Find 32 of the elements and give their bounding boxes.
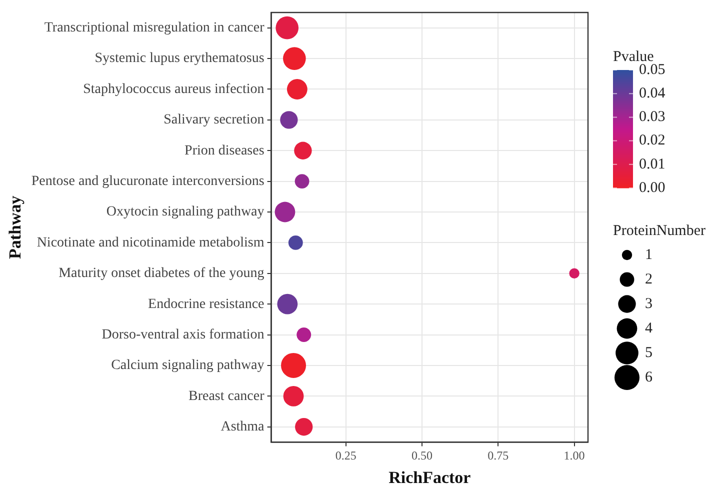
y-axis-title: Pathway [6,195,25,259]
y-tick-label: Pentose and glucuronate interconversions [31,174,264,189]
legend-label: 2 [645,271,652,288]
y-tick-label: Salivary secretion [164,112,264,128]
legend-label: 4 [645,320,653,336]
legend-label: 5 [645,344,652,361]
legend-label: 1 [645,246,652,263]
y-tick-label: Prion diseases [184,143,264,158]
legend-title: ProteinNumber [613,223,706,239]
y-tick-label: Nicotinate and nicotinamide metabolism [36,235,264,250]
y-tick-label: Oxytocin signaling pathway [106,204,264,220]
x-tick-label: 1.00 [564,448,585,463]
color-bar-label: 0.03 [639,109,666,126]
y-tick-label: Transcriptional misregulation in cancer [44,20,265,36]
legend-label: 6 [645,369,653,386]
x-axis-title: RichFactor [388,468,472,488]
color-bar-label: 0.00 [639,180,666,196]
y-tick-label: Endocrine resistance [148,296,264,312]
y-tick-label: Maturity onset diabetes of the young [58,266,264,282]
x-tick-label: 0.50 [412,448,433,463]
x-tick-label: 0.75 [488,448,509,463]
y-tick-label: Breast cancer [188,388,265,404]
y-tick-label: Staphylococcus aureus infection [83,82,264,97]
color-bar-label: 0.04 [639,86,666,102]
y-tick-label: Asthma [220,420,266,435]
legend-label: 3 [645,296,652,312]
x-tick-label: 0.25 [335,448,356,463]
color-bar-label: 0.01 [639,156,666,172]
color-bar-label: 0.02 [639,132,666,149]
y-tick-label: Dorso-ventral axis formation [102,327,264,342]
y-tick-label: Calcium signaling pathway [111,358,264,374]
y-tick-label: Systemic lupus erythematosus [94,51,264,66]
